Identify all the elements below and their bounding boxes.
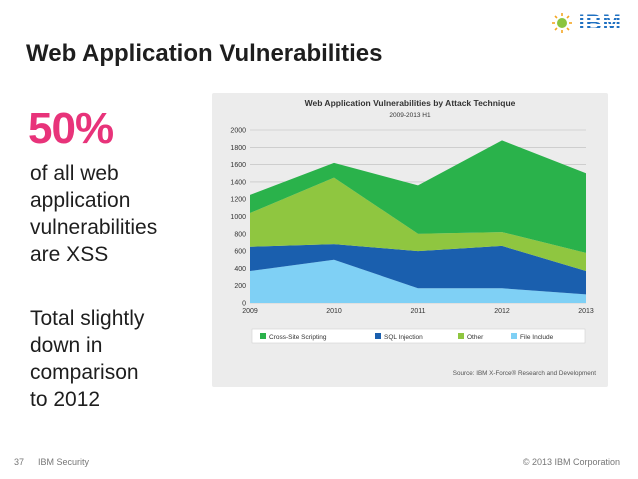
- legend-label: Other: [467, 334, 484, 341]
- y-tick-label: 1600: [230, 162, 246, 169]
- y-tick-label: 0: [242, 301, 246, 308]
- x-tick-label: 2010: [326, 308, 342, 315]
- trend-line: comparison: [30, 361, 139, 384]
- chart-title: Web Application Vulnerabilities by Attac…: [305, 98, 516, 108]
- ibm-wordmark: IBM: [578, 10, 622, 35]
- y-tick-label: 1400: [230, 179, 246, 186]
- stacked-area-chart: Web Application Vulnerabilities by Attac…: [230, 98, 596, 377]
- y-tick-label: 800: [234, 231, 246, 238]
- page-number: 37: [14, 457, 25, 467]
- chart-source: Source: IBM X-Force® Research and Develo…: [453, 369, 596, 377]
- trend-note: Total slightly down in comparison to 201…: [30, 305, 210, 413]
- trend-line: down in: [30, 334, 103, 357]
- y-tick-label: 400: [234, 266, 246, 273]
- stat-line: are XSS: [30, 243, 109, 266]
- x-tick-label: 2009: [242, 308, 258, 315]
- copyright: © 2013 IBM Corporation: [522, 457, 620, 467]
- y-tick-label: 1200: [230, 197, 246, 204]
- slide-title: Web Application Vulnerabilities: [26, 40, 383, 67]
- series-area-sql-injection: [250, 244, 586, 295]
- series-area-file-include: [250, 259, 586, 303]
- trend-line: to 2012: [30, 388, 101, 411]
- x-tick-label: 2013: [578, 308, 594, 315]
- y-tick-label: 2000: [230, 128, 246, 135]
- xss-percentage: 50%: [28, 104, 114, 153]
- stat-line: vulnerabilities: [30, 216, 158, 239]
- chart-subtitle: 2009-2013 H1: [389, 112, 431, 119]
- stat-description: of all web application vulnerabilities a…: [30, 160, 210, 268]
- y-tick-label: 1000: [230, 214, 246, 221]
- stat-line: of all web: [30, 162, 119, 185]
- footer-brand: IBM Security: [38, 457, 90, 467]
- legend-label: Cross-Site Scripting: [269, 334, 327, 341]
- x-tick-label: 2012: [494, 308, 510, 315]
- y-tick-label: 1800: [230, 145, 246, 152]
- stat-line: application: [30, 189, 131, 212]
- y-tick-label: 600: [234, 249, 246, 256]
- chart-panel: Web Application Vulnerabilities by Attac…: [212, 93, 608, 387]
- series-area-cross-site-scripting: [250, 140, 586, 253]
- trend-line: Total slightly: [30, 307, 145, 330]
- legend-swatch: [511, 333, 517, 339]
- legend-swatch: [260, 333, 266, 339]
- legend-box: [251, 328, 586, 344]
- x-tick-label: 2011: [410, 308, 425, 315]
- legend-swatch: [458, 333, 464, 339]
- legend-swatch: [375, 333, 381, 339]
- legend-label: SQL Injection: [384, 334, 423, 341]
- y-tick-label: 200: [234, 283, 246, 290]
- smarter-planet-icon: [551, 13, 572, 33]
- legend-label: File Include: [520, 334, 554, 341]
- ibm-logo: IBM: [551, 10, 622, 36]
- series-area-other: [250, 177, 586, 271]
